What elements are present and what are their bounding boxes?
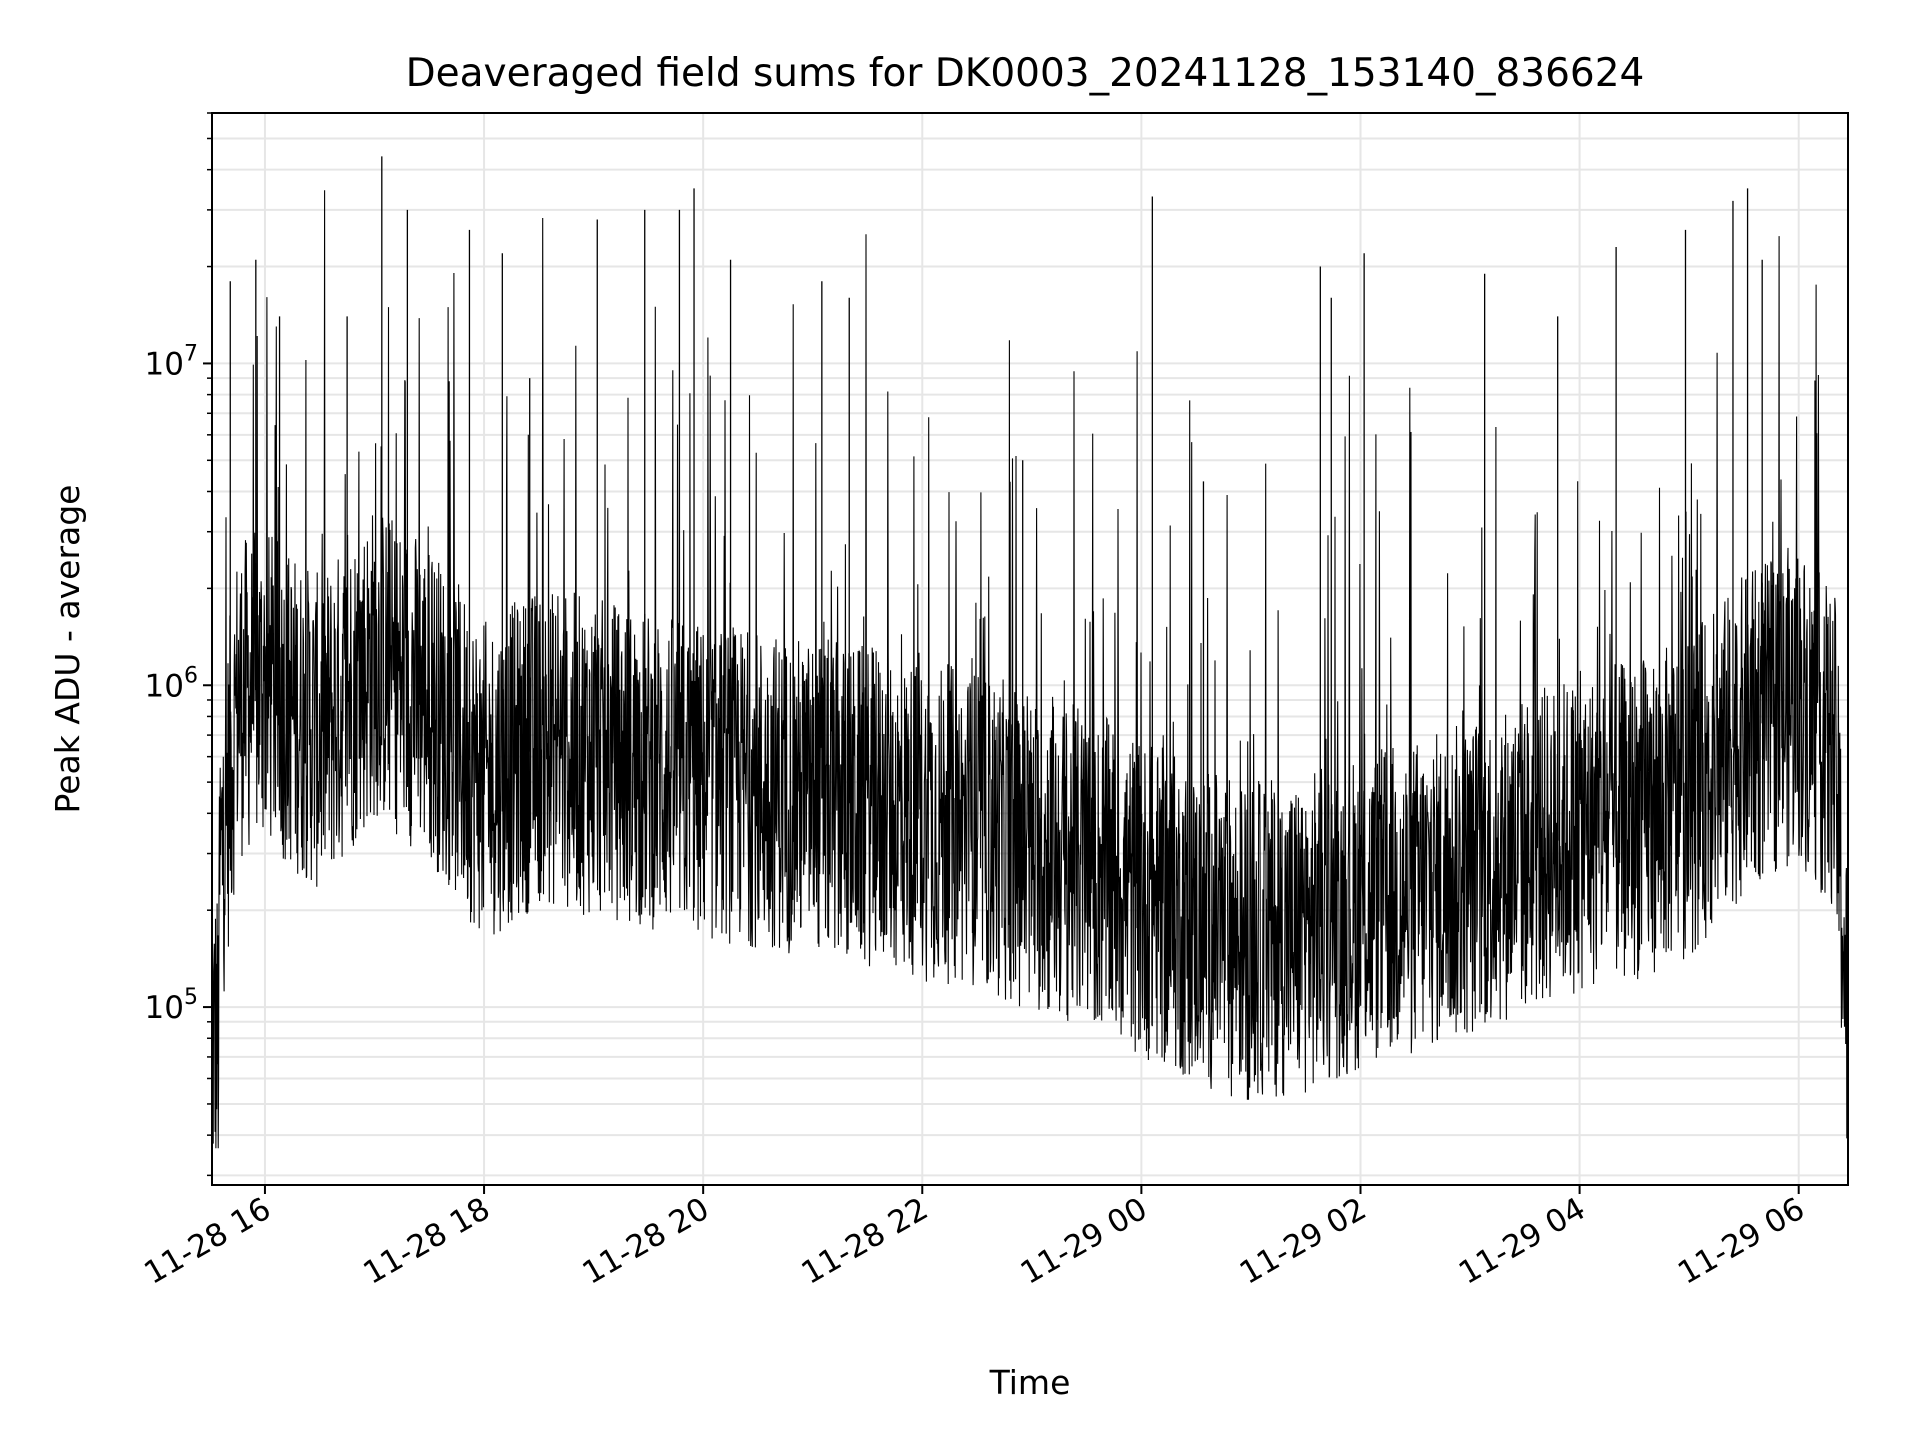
series-layer [211, 156, 1849, 1149]
chart-title: Deaveraged field sums for DK0003_2024112… [406, 51, 1645, 96]
y-tick-label: 106 [145, 663, 198, 704]
y-axis-label: Peak ADU - average [48, 485, 87, 814]
y-tick-label: 105 [145, 985, 198, 1026]
y-axis: 105 106 107 [145, 112, 212, 1177]
y-tick-label: 107 [145, 341, 198, 382]
plot-frame [211, 112, 1849, 1186]
x-axis-label: Time [989, 1363, 1071, 1402]
series-line [211, 190, 1849, 1149]
